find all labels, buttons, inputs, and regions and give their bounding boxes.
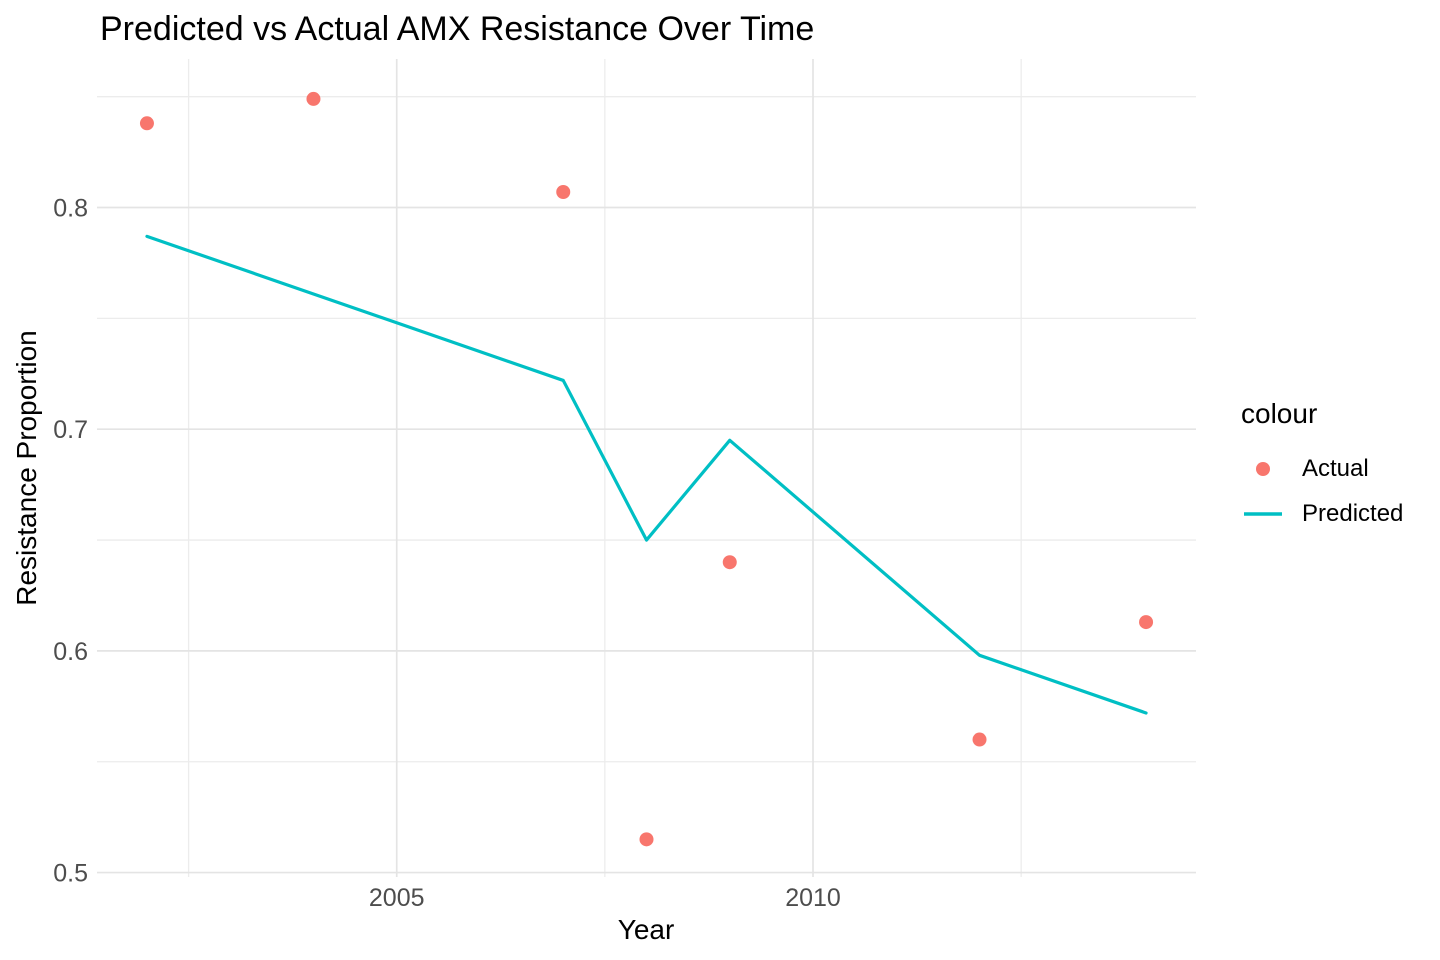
actual-point: [306, 91, 321, 106]
legend: colour Actual Predicted: [1241, 398, 1403, 542]
y-tick-label: 0.7: [53, 416, 88, 444]
legend-title: colour: [1241, 398, 1318, 429]
legend-key-point-icon: [1256, 462, 1270, 476]
y-tick-label: 0.6: [53, 638, 88, 666]
actual-point: [556, 185, 571, 200]
y-tick-label: 0.5: [53, 860, 88, 888]
legend-item-label-actual: Actual: [1302, 455, 1369, 482]
actual-point: [972, 732, 987, 747]
legend-item-label-predicted: Predicted: [1302, 500, 1404, 527]
legend-item-actual: Actual: [1244, 452, 1403, 486]
chart-title: Predicted vs Actual AMX Resistance Over …: [100, 10, 815, 48]
predicted-line: [145, 234, 1148, 715]
y-tick-label: 0.8: [53, 195, 88, 223]
x-tick-label: 2010: [785, 884, 841, 912]
legend-key-line-icon: [1244, 512, 1282, 516]
actual-point: [1139, 615, 1154, 630]
actual-point: [722, 555, 737, 570]
legend-item-predicted: Predicted: [1244, 497, 1403, 531]
actual-point: [639, 832, 654, 847]
actual-point-icon: [1256, 462, 1270, 476]
actual-point: [139, 116, 154, 131]
x-tick-label: 2005: [369, 884, 425, 912]
x-axis-title: Year: [617, 914, 675, 945]
